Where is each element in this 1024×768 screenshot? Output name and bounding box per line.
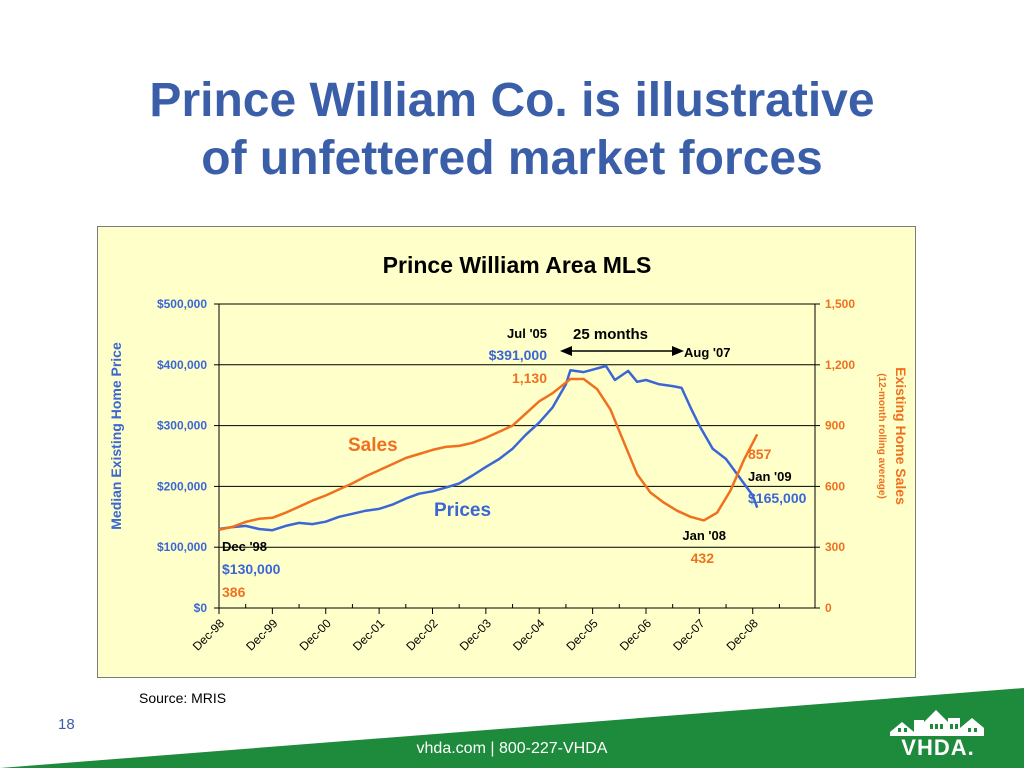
annotation-aug07-date: Aug '07 [684, 345, 730, 360]
right-tick-label: 600 [825, 479, 845, 493]
vhda-logo-text: VHDA. [901, 735, 975, 760]
annotation-arrow-right [672, 346, 684, 356]
left-tick-label: $300,000 [157, 419, 207, 433]
left-tick-label: $400,000 [157, 358, 207, 372]
source-note: Source: MRIS [139, 690, 227, 706]
annotation-dec98-date: Dec '98 [222, 539, 267, 554]
chart-svg: Prince William Area MLS $0 0 $100,000 300 $20… [108, 252, 909, 653]
x-tick-label: Dec-05 [563, 616, 600, 653]
x-tick-label: Dec-07 [670, 616, 707, 653]
annotation-jan09-sales: 857 [748, 446, 772, 462]
right-axis-label: Existing Home Sales [893, 367, 909, 505]
left-tick-label: $500,000 [157, 297, 207, 311]
x-tick-label: Dec-00 [297, 616, 334, 653]
x-tick-label: Dec-99 [243, 616, 280, 653]
left-tick-label: $0 [194, 601, 208, 615]
right-tick-label: 0 [825, 601, 832, 615]
right-tick-label: 1,500 [825, 297, 855, 311]
slide-title: Prince William Co. is illustrative of un… [0, 72, 1024, 188]
annotation-span-label: 25 months [573, 326, 648, 343]
annotation-dec98-sales: 386 [222, 584, 246, 600]
series-label-prices: Prices [434, 500, 491, 521]
annotation-arrow-left [560, 346, 572, 356]
left-tick-label: $100,000 [157, 540, 207, 554]
series-line-prices [218, 364, 759, 532]
footer-contact: vhda.com | 800-227-VHDA [416, 740, 608, 757]
left-axis-label: Median Existing Home Price [108, 342, 124, 530]
slide-title-line-1: Prince William Co. is illustrative [149, 74, 875, 127]
chart-title: Prince William Area MLS [383, 252, 652, 278]
right-tick-label: 1,200 [825, 358, 855, 372]
left-tick-label: $200,000 [157, 479, 207, 493]
right-axis-sublabel: (12-month rolling average) [876, 373, 887, 499]
annotation-jan09-date: Jan '09 [748, 469, 792, 484]
right-tick-label: 300 [825, 540, 845, 554]
annotation-jul05-sales: 1,130 [512, 370, 547, 386]
x-tick-label: Dec-01 [350, 616, 387, 653]
annotation-jan08-date: Jan '08 [682, 528, 726, 543]
x-tick-label: Dec-08 [724, 616, 761, 653]
annotation-jul05-price: $391,000 [489, 347, 548, 363]
vhda-houses-icon [890, 710, 984, 736]
right-tick-label: 900 [825, 419, 845, 433]
page-number: 18 [58, 716, 75, 733]
x-tick-label: Dec-06 [617, 616, 654, 653]
annotation-jan08-sales: 432 [691, 550, 715, 566]
x-tick-label: Dec-02 [403, 616, 440, 653]
annotation-jan09-price: $165,000 [748, 490, 807, 506]
chart-frame: Prince William Area MLS $0 0 $100,000 300 $20… [97, 226, 916, 678]
x-tick-label: Dec-98 [190, 616, 227, 653]
series-line-sales [218, 377, 759, 532]
annotation-dec98-price: $130,000 [222, 561, 281, 577]
x-tick-label: Dec-04 [510, 616, 547, 653]
slide-title-line-2: of unfettered market forces [201, 132, 823, 185]
annotation-jul05-date: Jul '05 [507, 326, 547, 341]
series-label-sales: Sales [348, 435, 398, 456]
x-tick-label: Dec-03 [457, 616, 494, 653]
